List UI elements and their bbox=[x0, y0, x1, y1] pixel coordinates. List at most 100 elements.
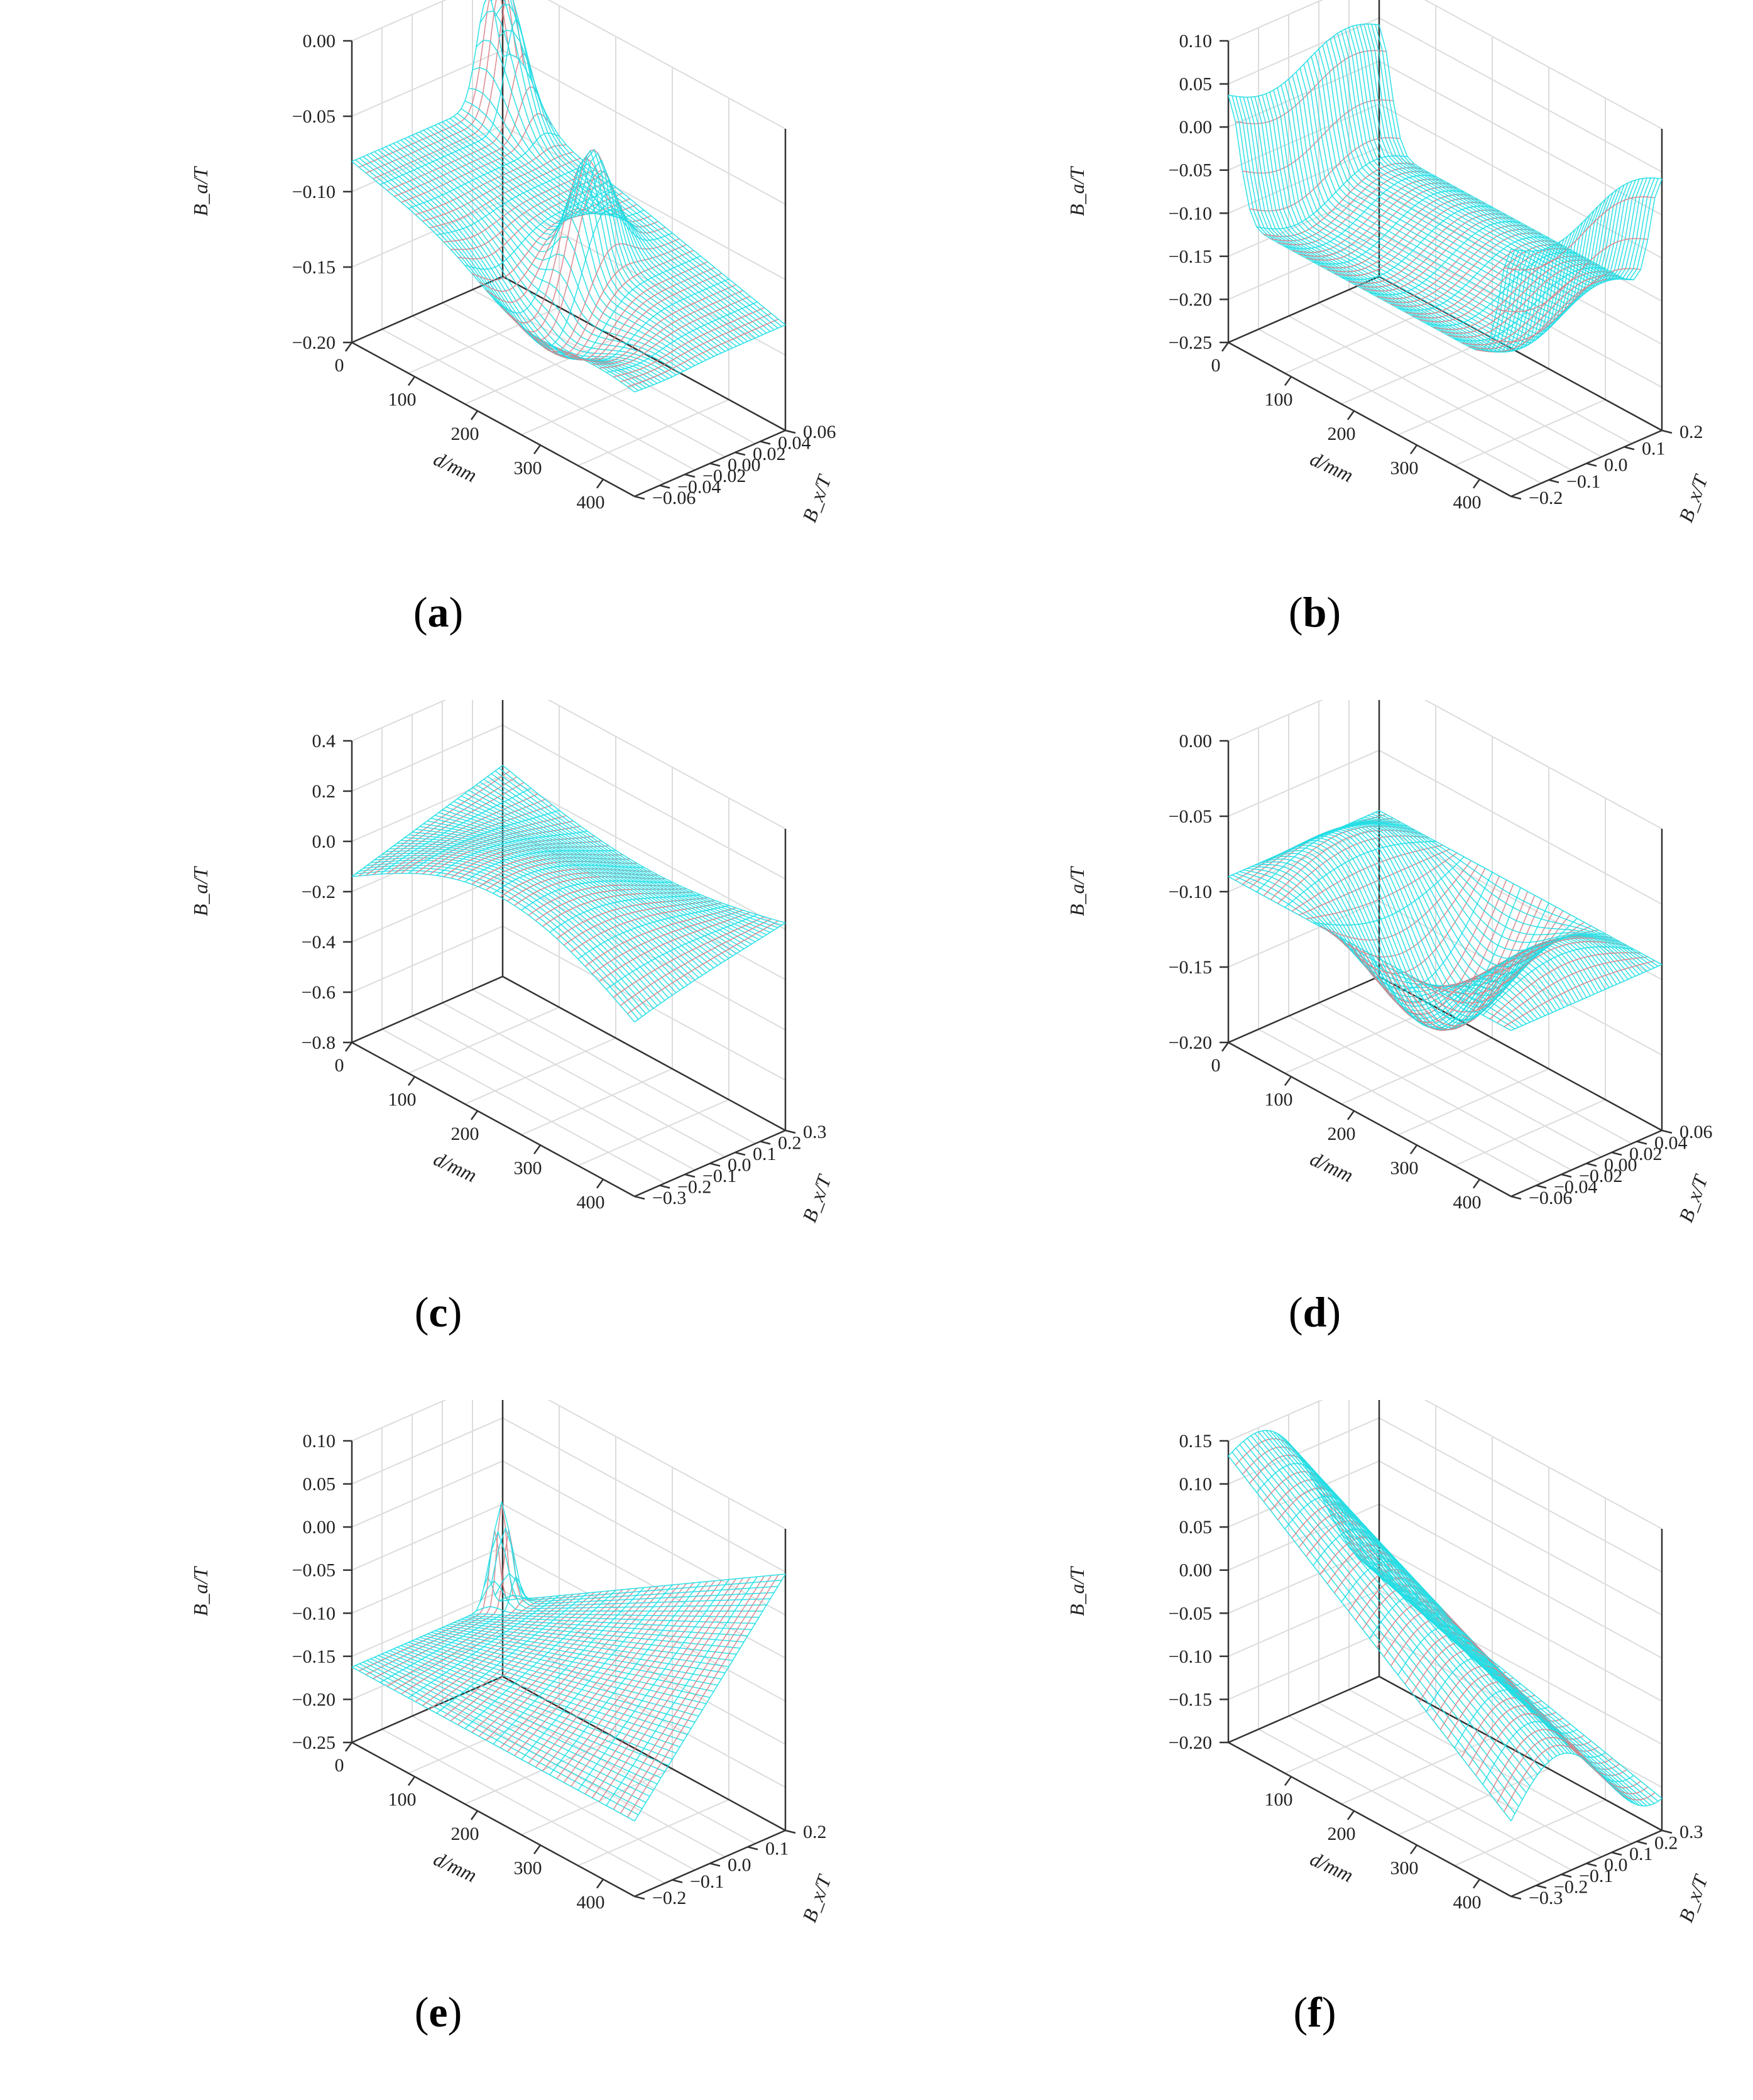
surface-mesh-line bbox=[449, 118, 733, 349]
surface-mesh-line bbox=[1397, 902, 1549, 1020]
gridline-floor bbox=[1397, 368, 1549, 435]
x-tick bbox=[1346, 410, 1355, 420]
surface-mesh-line bbox=[472, 1613, 756, 1624]
gridline-z bbox=[1228, 1503, 1663, 1659]
y-tick-label: −0.06 bbox=[1529, 1188, 1572, 1208]
surface-mesh-line bbox=[627, 1574, 779, 1818]
x-tick bbox=[1221, 1042, 1230, 1052]
gridline-floor bbox=[442, 1702, 726, 1857]
x-tick-label: 400 bbox=[577, 1192, 605, 1213]
surface-mesh-line bbox=[599, 1577, 751, 1802]
surface-mesh-line bbox=[528, 1583, 680, 1764]
y-tick bbox=[709, 462, 721, 467]
y-tick bbox=[1510, 1895, 1522, 1900]
gridline-z bbox=[1228, 1400, 1663, 1529]
surface-mesh-line bbox=[1367, 815, 1651, 970]
y-tick bbox=[1561, 1173, 1572, 1178]
surface-mesh-line bbox=[487, 776, 771, 933]
x-tick-label: 400 bbox=[577, 492, 605, 513]
gridline-z bbox=[1228, 0, 1663, 129]
y-tick-label: −0.04 bbox=[677, 477, 721, 498]
gridline-z bbox=[351, 774, 786, 930]
gridline-floor bbox=[464, 1037, 616, 1105]
surface-mesh-line bbox=[1375, 811, 1659, 967]
surface-mesh-line bbox=[549, 894, 701, 933]
x-axis-label: d/mm bbox=[430, 1147, 481, 1187]
y-tick bbox=[735, 451, 746, 456]
surface-mesh-line bbox=[380, 18, 532, 185]
gridline-z bbox=[351, 875, 786, 1031]
panel-letter: b bbox=[1302, 588, 1327, 636]
surface-mesh-line bbox=[1497, 956, 1648, 1024]
surface-mesh-line bbox=[1348, 821, 1632, 978]
gridline-floor bbox=[408, 1007, 560, 1074]
x-tick-label: 100 bbox=[1265, 1089, 1293, 1110]
axis-edge bbox=[351, 975, 503, 1044]
x-tick-label: 0 bbox=[335, 1755, 344, 1776]
z-tick-label: −0.10 bbox=[1169, 203, 1212, 224]
z-tick-label: −0.05 bbox=[1169, 806, 1212, 827]
surface-mesh-line bbox=[1341, 823, 1625, 983]
y-tick-label: 0.00 bbox=[1604, 1155, 1637, 1176]
gridline-floor bbox=[412, 1015, 696, 1171]
x-axis-label: d/mm bbox=[430, 447, 481, 487]
chart-svg-d: 0.00 −0.05 −0.10 −0.15 −0.20 B_a/T 0 100 200 300 4… bbox=[1066, 700, 1713, 1225]
x-tick-label: 400 bbox=[1453, 492, 1482, 513]
surface-mesh-line bbox=[528, 238, 680, 353]
surface-mesh-line bbox=[479, 1580, 763, 1612]
surface-mesh-line bbox=[584, 907, 736, 967]
surface-mesh-line bbox=[1405, 240, 1556, 315]
x-tick-label: 300 bbox=[514, 1857, 542, 1878]
surface-mesh-line bbox=[1367, 24, 1651, 280]
z-tick-label: −0.05 bbox=[292, 106, 336, 127]
surface-mesh-line bbox=[606, 914, 758, 990]
surface-mesh-line bbox=[445, 806, 729, 959]
gridline-floor bbox=[1318, 1702, 1602, 1857]
y-tick bbox=[1611, 1851, 1622, 1856]
z-tick-label: −0.20 bbox=[1169, 1032, 1212, 1053]
surface-mesh-line bbox=[1307, 60, 1591, 316]
gridline-floor bbox=[1348, 1689, 1632, 1844]
chart-panel-d: 0.00 −0.05 −0.10 −0.15 −0.20 B_a/T 0 100 200 300 4… bbox=[876, 700, 1753, 1400]
x-tick bbox=[407, 1776, 416, 1786]
gridline-floor bbox=[577, 399, 729, 466]
z-tick-label: −0.6 bbox=[302, 982, 336, 1003]
gridline-floor bbox=[1397, 1768, 1549, 1835]
y-tick bbox=[1548, 479, 1559, 483]
panel-letter: e bbox=[429, 1988, 448, 2036]
gridline-floor bbox=[1341, 1737, 1493, 1805]
y-tick bbox=[634, 495, 645, 500]
z-axis-label: B_a/T bbox=[189, 1566, 212, 1616]
x-tick-label: 300 bbox=[1390, 1157, 1419, 1178]
surface-mesh-line bbox=[427, 1633, 711, 1698]
surface-mesh-line bbox=[1318, 48, 1602, 305]
chart-svg-e: 0.100.050.00−0.05−0.10−0.15−0.20−0.25B_a… bbox=[189, 1400, 836, 1925]
surface-mesh-line bbox=[634, 1573, 786, 1822]
gridline-z bbox=[1228, 60, 1663, 216]
y-axis-label: B_x/T bbox=[1674, 471, 1713, 525]
x-tick-label: 200 bbox=[451, 1124, 479, 1144]
z-tick-label: 0.00 bbox=[1179, 117, 1213, 138]
y-tick-label: 0.02 bbox=[753, 444, 786, 464]
x-tick bbox=[596, 1179, 604, 1189]
surface-mesh-line bbox=[584, 1578, 736, 1795]
surface-mesh-line bbox=[1379, 1568, 1663, 1799]
panel-caption-e: (e) bbox=[414, 1988, 462, 2036]
surface-mesh-line bbox=[1363, 24, 1647, 280]
surface-mesh-line bbox=[1497, 238, 1648, 312]
x-axis-label: d/mm bbox=[1307, 1147, 1357, 1187]
z-axis-label: B_a/T bbox=[1066, 866, 1088, 916]
x-tick bbox=[533, 444, 542, 455]
surface-mesh-line bbox=[491, 0, 775, 331]
surface-mesh-line bbox=[510, 0, 771, 332]
surface-mesh-line bbox=[442, 121, 726, 352]
surface-mesh-line bbox=[627, 920, 779, 1014]
y-tick bbox=[785, 429, 796, 434]
gridline-floor bbox=[1348, 989, 1632, 1144]
gridline-floor bbox=[1288, 1715, 1572, 1871]
surface-mesh-line bbox=[1303, 64, 1587, 320]
y-tick bbox=[634, 1195, 645, 1200]
axis-edge bbox=[351, 1675, 503, 1744]
surface-mesh-line bbox=[464, 792, 748, 947]
axis-edge bbox=[502, 975, 786, 1132]
